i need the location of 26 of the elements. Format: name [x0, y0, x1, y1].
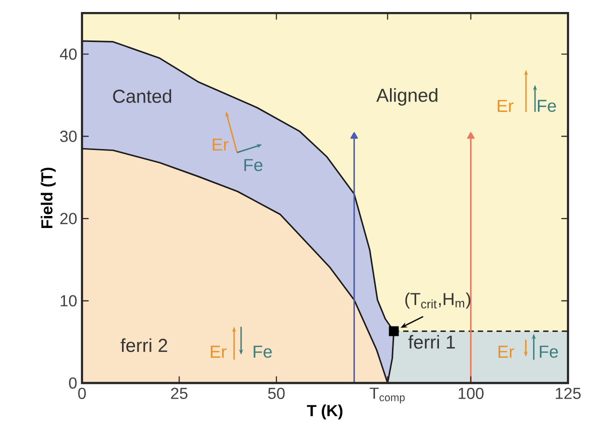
annotation: Aligned	[376, 88, 438, 106]
annotation: Er	[210, 346, 226, 358]
annotation: Fe	[540, 346, 558, 358]
annotation: Er	[498, 100, 514, 112]
annotation: Fe	[244, 159, 262, 172]
y-tick-label: 20	[60, 212, 77, 224]
annotation: Fe	[538, 100, 556, 112]
x-axis-title: T (K)	[306, 404, 342, 420]
y-tick-label: 0	[69, 377, 77, 389]
annotation: Er	[498, 346, 514, 358]
y-axis-title: Field (T)	[40, 168, 56, 228]
x-tick-label: 50	[268, 388, 285, 400]
y-tick-label: 10	[60, 295, 77, 306]
annotation: Fe	[254, 346, 272, 358]
annotation: Canted	[113, 89, 172, 103]
x-tick-label: T$_{comp}$	[370, 388, 405, 404]
annotation: (T$_{crit}$,H$_{m}$)	[405, 292, 470, 309]
x-tick-label: 25	[171, 388, 188, 400]
annotation: ferri 1	[408, 335, 455, 349]
x-tick-label: 100	[458, 388, 484, 400]
annotation: Er	[212, 138, 228, 151]
y-tick-label: 40	[60, 48, 77, 60]
y-tick-label: 30	[60, 130, 77, 142]
annotation: ferri 2	[120, 338, 168, 352]
x-tick-label: 125	[556, 388, 581, 400]
x-tick-label: 0	[78, 388, 86, 400]
